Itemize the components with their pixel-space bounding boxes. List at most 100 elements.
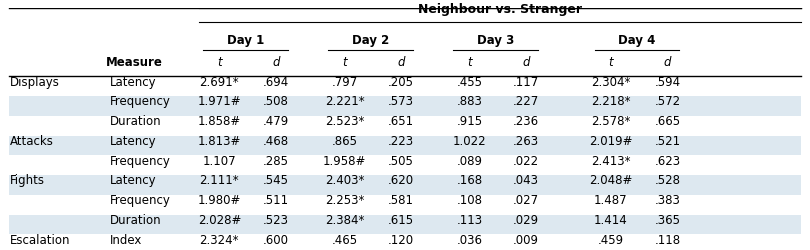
Text: .479: .479 bbox=[262, 115, 289, 128]
Text: Neighbour vs. Stranger: Neighbour vs. Stranger bbox=[418, 3, 582, 16]
Bar bbox=[10, 97, 800, 116]
Text: .027: .027 bbox=[513, 194, 539, 206]
Text: .455: .455 bbox=[457, 75, 483, 88]
Text: 2.111*: 2.111* bbox=[199, 174, 239, 187]
Text: d: d bbox=[522, 56, 530, 68]
Text: .365: .365 bbox=[654, 213, 680, 226]
Text: 2.403*: 2.403* bbox=[325, 174, 364, 187]
Text: Day 4: Day 4 bbox=[618, 34, 656, 47]
Text: Duration: Duration bbox=[110, 213, 162, 226]
Text: 2.019#: 2.019# bbox=[589, 134, 633, 147]
Text: .465: .465 bbox=[331, 233, 357, 246]
Text: 2.523*: 2.523* bbox=[325, 115, 364, 128]
Text: 1.414: 1.414 bbox=[594, 213, 628, 226]
Text: .227: .227 bbox=[513, 95, 539, 108]
Text: Attacks: Attacks bbox=[10, 134, 53, 147]
Text: Latency: Latency bbox=[110, 174, 157, 187]
Text: 2.304*: 2.304* bbox=[591, 75, 630, 88]
Text: .113: .113 bbox=[457, 213, 483, 226]
Text: .528: .528 bbox=[654, 174, 680, 187]
Text: Frequency: Frequency bbox=[110, 194, 171, 206]
Text: .383: .383 bbox=[654, 194, 680, 206]
Text: 2.218*: 2.218* bbox=[591, 95, 631, 108]
Text: Index: Index bbox=[110, 233, 143, 246]
Text: 1.958#: 1.958# bbox=[322, 154, 366, 167]
Text: .236: .236 bbox=[513, 115, 539, 128]
Text: .089: .089 bbox=[457, 154, 483, 167]
Text: .694: .694 bbox=[262, 75, 289, 88]
Text: d: d bbox=[397, 56, 405, 68]
Text: .022: .022 bbox=[513, 154, 539, 167]
Text: .285: .285 bbox=[262, 154, 289, 167]
Text: .883: .883 bbox=[457, 95, 483, 108]
Text: .120: .120 bbox=[388, 233, 414, 246]
Text: Day 2: Day 2 bbox=[352, 34, 390, 47]
Text: .573: .573 bbox=[388, 95, 414, 108]
Bar bbox=[10, 136, 800, 156]
Text: .620: .620 bbox=[388, 174, 414, 187]
Text: 2.578*: 2.578* bbox=[591, 115, 630, 128]
Text: .009: .009 bbox=[513, 233, 539, 246]
Text: 2.413*: 2.413* bbox=[591, 154, 631, 167]
Text: .036: .036 bbox=[457, 233, 483, 246]
Bar bbox=[10, 215, 800, 234]
Text: Fights: Fights bbox=[10, 174, 45, 187]
Text: d: d bbox=[663, 56, 671, 68]
Text: 1.858#: 1.858# bbox=[198, 115, 241, 128]
Text: .572: .572 bbox=[654, 95, 680, 108]
Text: 2.253*: 2.253* bbox=[325, 194, 364, 206]
Text: .118: .118 bbox=[654, 233, 680, 246]
Text: .594: .594 bbox=[654, 75, 680, 88]
Text: 1.022: 1.022 bbox=[453, 134, 486, 147]
Bar bbox=[10, 176, 800, 195]
Text: 2.384*: 2.384* bbox=[325, 213, 364, 226]
Text: .468: .468 bbox=[262, 134, 289, 147]
Text: t: t bbox=[217, 56, 222, 68]
Text: .865: .865 bbox=[331, 134, 357, 147]
Text: .651: .651 bbox=[388, 115, 414, 128]
Text: .665: .665 bbox=[654, 115, 680, 128]
Text: t: t bbox=[467, 56, 472, 68]
Text: Frequency: Frequency bbox=[110, 95, 171, 108]
Text: .168: .168 bbox=[457, 174, 483, 187]
Text: 1.487: 1.487 bbox=[594, 194, 628, 206]
Text: 2.028#: 2.028# bbox=[198, 213, 241, 226]
Text: 1.971#: 1.971# bbox=[198, 95, 241, 108]
Text: 1.813#: 1.813# bbox=[198, 134, 241, 147]
Text: .523: .523 bbox=[262, 213, 289, 226]
Text: .915: .915 bbox=[457, 115, 483, 128]
Text: .505: .505 bbox=[388, 154, 414, 167]
Text: Measure: Measure bbox=[106, 56, 163, 68]
Text: Latency: Latency bbox=[110, 134, 157, 147]
Text: .615: .615 bbox=[388, 213, 414, 226]
Text: .581: .581 bbox=[388, 194, 414, 206]
Text: Escalation: Escalation bbox=[10, 233, 70, 246]
Text: .108: .108 bbox=[457, 194, 483, 206]
Text: 2.324*: 2.324* bbox=[199, 233, 239, 246]
Text: Displays: Displays bbox=[10, 75, 59, 88]
Text: .223: .223 bbox=[388, 134, 414, 147]
Text: Duration: Duration bbox=[110, 115, 162, 128]
Text: 2.221*: 2.221* bbox=[325, 95, 364, 108]
Text: Day 3: Day 3 bbox=[477, 34, 514, 47]
Text: .205: .205 bbox=[388, 75, 414, 88]
Text: .797: .797 bbox=[331, 75, 357, 88]
Text: .459: .459 bbox=[598, 233, 624, 246]
Text: .511: .511 bbox=[262, 194, 289, 206]
Text: Day 1: Day 1 bbox=[227, 34, 264, 47]
Text: 1.107: 1.107 bbox=[202, 154, 237, 167]
Text: d: d bbox=[272, 56, 279, 68]
Text: Latency: Latency bbox=[110, 75, 157, 88]
Text: 2.691*: 2.691* bbox=[199, 75, 239, 88]
Text: .043: .043 bbox=[513, 174, 539, 187]
Text: .263: .263 bbox=[513, 134, 539, 147]
Text: t: t bbox=[608, 56, 613, 68]
Text: 1.980#: 1.980# bbox=[198, 194, 241, 206]
Text: .623: .623 bbox=[654, 154, 680, 167]
Text: .521: .521 bbox=[654, 134, 680, 147]
Text: .029: .029 bbox=[513, 213, 539, 226]
Text: Frequency: Frequency bbox=[110, 154, 171, 167]
Text: .545: .545 bbox=[262, 174, 289, 187]
Text: 2.048#: 2.048# bbox=[589, 174, 633, 187]
Text: .600: .600 bbox=[262, 233, 289, 246]
